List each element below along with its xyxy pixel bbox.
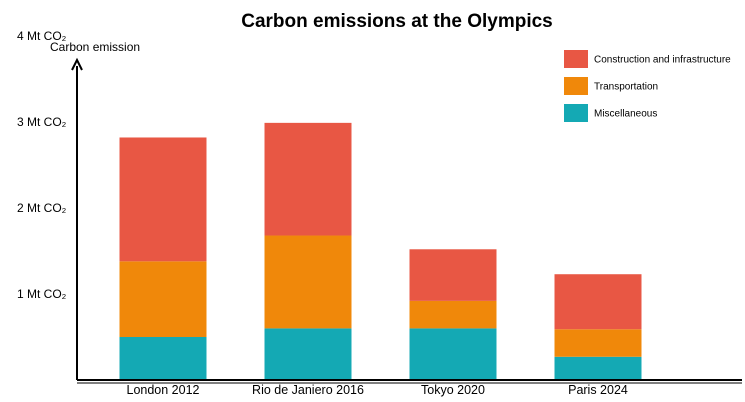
y-tick-label: 1 Mt CO₂ — [17, 287, 67, 301]
bar-segment — [119, 261, 207, 337]
legend-swatch — [564, 77, 588, 95]
bars — [119, 122, 642, 380]
legend-label: Construction and infrastructure — [594, 55, 731, 66]
x-tick-label: London 2012 — [127, 383, 200, 397]
x-tick-label: Rio de Janiero 2016 — [252, 383, 364, 397]
y-tick-label: 3 Mt CO₂ — [17, 115, 67, 129]
y-axis-label: Carbon emission — [50, 40, 140, 54]
bar-segment — [409, 249, 497, 301]
bar-segment — [264, 328, 352, 380]
bar-segment — [554, 329, 642, 357]
bar-segment — [554, 274, 642, 330]
legend-swatch — [564, 104, 588, 122]
legend-swatch — [564, 50, 588, 68]
bar-segment — [264, 235, 352, 329]
legend: Construction and infrastructure Transport… — [564, 50, 731, 122]
legend-label: Miscellaneous — [594, 109, 657, 120]
bar-segment — [409, 328, 497, 380]
bar-segment — [264, 122, 352, 236]
category-labels: London 2012 Rio de Janiero 2016 Tokyo 2020… — [127, 383, 628, 397]
x-tick-label: Paris 2024 — [568, 383, 628, 397]
legend-label: Transportation — [594, 82, 658, 93]
x-tick-label: Tokyo 2020 — [421, 383, 485, 397]
bar-segment — [119, 337, 207, 380]
bar-segment — [409, 300, 497, 329]
chart-title: Carbon emissions at the Olympics — [241, 11, 552, 32]
bar-segment — [554, 356, 642, 380]
y-ticks: 1 Mt CO₂ 2 Mt CO₂ 3 Mt CO₂ 4 Mt CO₂ — [17, 29, 67, 301]
y-tick-label: 2 Mt CO₂ — [17, 201, 67, 215]
bar-segment — [119, 137, 207, 262]
y-axis-arrow-icon — [71, 57, 83, 71]
y-tick-label: 4 Mt CO₂ — [17, 29, 67, 43]
